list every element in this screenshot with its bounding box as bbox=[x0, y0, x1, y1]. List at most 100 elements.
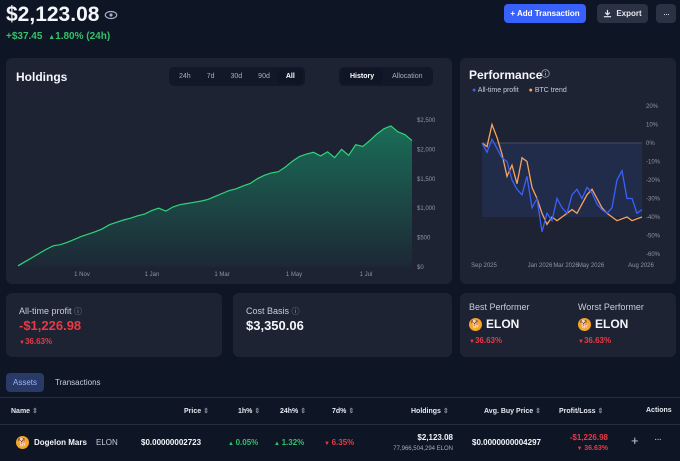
performance-legend: ● All-time profit ● BTC trend bbox=[472, 87, 567, 94]
view-selector: History Allocation bbox=[339, 67, 434, 86]
x-tick-label: 1 Jan bbox=[145, 272, 160, 278]
cost-value: $3,350.06 bbox=[246, 318, 304, 333]
x-tick-label: 1 May bbox=[286, 272, 302, 278]
worst-label: Worst Performer bbox=[578, 302, 644, 312]
caret-up-icon: ▲ bbox=[48, 34, 56, 41]
holdings-chart: $2,500 $2,000 $1,500 $1,000 $500 $0 1 Nov 1 Ja… bbox=[17, 118, 436, 278]
col-price[interactable]: Price ⇕ bbox=[184, 408, 209, 415]
tab-assets[interactable]: Assets bbox=[6, 373, 45, 392]
btc-trend-line bbox=[481, 122, 643, 226]
all-time-profit-line bbox=[481, 137, 643, 232]
holdings-line bbox=[17, 125, 413, 267]
asset-tabs: Assets Transactions bbox=[6, 373, 108, 392]
y-tick-label: $1,500 bbox=[417, 177, 436, 183]
legend-btc-trend: ● BTC trend bbox=[528, 87, 567, 94]
x-tick-label: Sep 2025 bbox=[471, 263, 497, 269]
asset-name[interactable]: Dogelon Mars bbox=[34, 438, 87, 447]
cost-basis-card: Cost Basis ⓘ $3,350.06 bbox=[233, 293, 452, 357]
balance-change: +$37.45 ▲1.80% (24h) bbox=[6, 31, 110, 42]
y-tick-label: -40% bbox=[646, 215, 661, 221]
add-transaction-button[interactable]: + Add Transaction bbox=[504, 4, 586, 23]
performance-card: Performance ● All-time profit ● BTC tren… bbox=[460, 58, 676, 284]
performance-title: Performance bbox=[469, 68, 543, 82]
export-label: Export bbox=[616, 9, 642, 18]
y-tick-label: $2,000 bbox=[417, 147, 436, 153]
legend-all-time-profit: ● All-time profit bbox=[472, 87, 519, 94]
info-icon: ⓘ bbox=[74, 307, 83, 316]
col-24h[interactable]: 24h% ⇕ bbox=[280, 408, 307, 415]
eye-icon[interactable] bbox=[104, 8, 118, 22]
y-tick-label: $500 bbox=[417, 236, 431, 242]
profit-pct: ▼36.63% bbox=[19, 337, 53, 346]
tab-transactions[interactable]: Transactions bbox=[55, 378, 101, 387]
asset-price: $0.00000002723 bbox=[141, 438, 202, 447]
portfolio-balance: $2,123.08 bbox=[6, 3, 100, 26]
export-button[interactable]: Export bbox=[597, 4, 648, 23]
col-actions: Actions bbox=[646, 407, 672, 414]
asset-24h: ▲ 1.32% bbox=[274, 438, 305, 447]
best-label: Best Performer bbox=[469, 302, 530, 312]
col-1h[interactable]: 1h% ⇕ bbox=[238, 408, 261, 415]
view-allocation[interactable]: Allocation bbox=[392, 73, 423, 80]
col-profit-loss[interactable]: Profit/Loss ⇕ bbox=[559, 408, 604, 415]
profit-value: -$1,226.98 bbox=[19, 318, 82, 333]
asset-pl-pct: ▼ 36.63% bbox=[576, 445, 608, 452]
table-row[interactable]: 🐕 Dogelon Mars ELON $0.00000002723 ▲ 0.0… bbox=[0, 425, 680, 461]
range-7d[interactable]: 7d bbox=[206, 73, 215, 80]
table-header-divider bbox=[0, 424, 680, 425]
all-time-profit-card: All-time profit ⓘ -$1,226.98 ▼36.63% bbox=[6, 293, 222, 357]
y-tick-label: -30% bbox=[646, 197, 661, 203]
asset-holdings-value: $2,123.08 bbox=[417, 433, 453, 442]
more-options-button[interactable]: ··· bbox=[656, 4, 676, 23]
holdings-title: Holdings bbox=[16, 70, 68, 84]
best-pct: ▼36.63% bbox=[469, 336, 503, 345]
y-tick-label: $2,500 bbox=[417, 118, 436, 124]
y-tick-label: 0% bbox=[646, 141, 655, 147]
asset-symbol: ELON bbox=[96, 438, 118, 447]
asset-holdings-amount: 77,966,504,294 ELON bbox=[393, 446, 453, 452]
y-tick-label: 20% bbox=[646, 104, 659, 110]
x-tick-label: 1 Jul bbox=[360, 272, 373, 278]
range-selector: 24h 7d 30d 90d All bbox=[169, 67, 305, 86]
asset-7d: ▼ 6.35% bbox=[324, 438, 355, 447]
dogelon-logo-icon: 🐕 bbox=[16, 436, 29, 449]
profit-label: All-time profit ⓘ bbox=[19, 306, 83, 316]
range-all[interactable]: All bbox=[277, 69, 303, 84]
view-history[interactable]: History bbox=[341, 69, 384, 84]
change-pct: 1.80% (24h) bbox=[55, 31, 111, 42]
cost-label: Cost Basis ⓘ bbox=[246, 306, 300, 316]
holdings-card: Holdings 24h 7d 30d 90d All History Allo… bbox=[6, 58, 452, 284]
asset-pl-value: -$1,226.98 bbox=[569, 433, 608, 442]
range-24h[interactable]: 24h bbox=[179, 73, 191, 80]
worst-coin: 🐕 ELON bbox=[578, 317, 629, 331]
row-more-icon[interactable]: ··· bbox=[654, 434, 662, 445]
x-tick-label: Mar 2026 bbox=[553, 263, 579, 269]
best-coin: 🐕 ELON bbox=[469, 317, 520, 331]
caret-down-icon: ▼ bbox=[19, 340, 25, 346]
asset-avg-buy: $0.0000000004297 bbox=[472, 438, 541, 447]
worst-pct: ▼36.63% bbox=[578, 336, 612, 345]
x-tick-label: Jan 2026 bbox=[528, 263, 553, 269]
y-tick-label: -10% bbox=[646, 160, 661, 166]
y-tick-label: $0 bbox=[417, 265, 424, 271]
col-7d[interactable]: 7d% ⇕ bbox=[332, 408, 355, 415]
col-name[interactable]: Name ⇕ bbox=[11, 408, 38, 415]
x-tick-label: 1 Nov bbox=[74, 272, 90, 278]
x-tick-label: 1 Mar bbox=[214, 272, 229, 278]
info-icon: ⓘ bbox=[291, 307, 300, 316]
performance-chart: 20% 10% 0% -10% -20% -30% -40% -50% -60% Sep 202… bbox=[471, 104, 661, 269]
x-tick-label: May 2026 bbox=[578, 263, 605, 269]
y-tick-label: -60% bbox=[646, 252, 661, 258]
y-tick-label: -20% bbox=[646, 178, 661, 184]
add-transaction-row-icon[interactable]: + bbox=[631, 433, 639, 448]
dogelon-logo-icon: 🐕 bbox=[469, 317, 482, 331]
range-90d[interactable]: 90d bbox=[258, 73, 270, 80]
info-icon[interactable] bbox=[541, 69, 550, 78]
col-avg-buy[interactable]: Avg. Buy Price ⇕ bbox=[484, 408, 541, 415]
y-tick-label: $1,000 bbox=[417, 206, 436, 212]
table-top-divider bbox=[0, 397, 680, 398]
download-icon bbox=[604, 9, 612, 18]
x-tick-label: Aug 2026 bbox=[628, 263, 654, 269]
range-30d[interactable]: 30d bbox=[230, 73, 243, 80]
col-holdings[interactable]: Holdings ⇕ bbox=[411, 408, 449, 415]
